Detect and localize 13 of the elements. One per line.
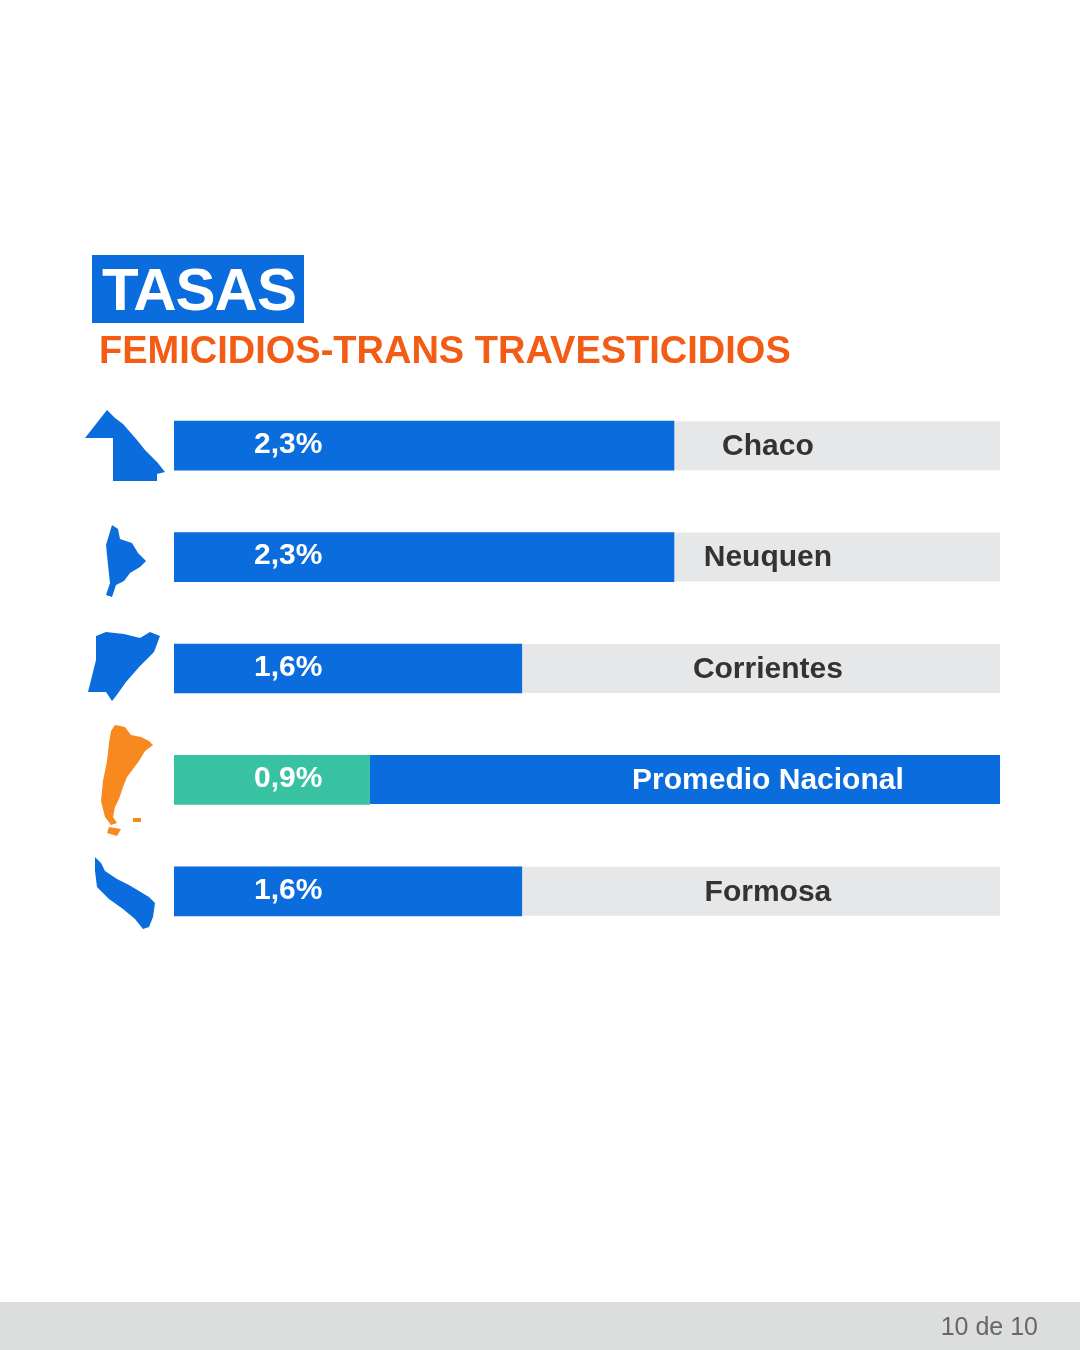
chart-title: TASAS	[92, 255, 304, 323]
text: 10 de 10	[940, 1311, 1038, 1342]
data-label: 1,6%	[254, 871, 323, 905]
y-tick-label: Formosa	[704, 873, 832, 907]
y-tick-label: Promedio Nacional	[632, 762, 904, 796]
data-label: 2,3%	[254, 537, 323, 571]
y-tick-label: Neuquen	[703, 539, 833, 573]
y-tick-label: Chaco	[722, 427, 814, 461]
data-label: 2,3%	[254, 425, 323, 459]
chart-subtitle: FEMICIDIOS-TRANS TRAVESTICIDIOS	[99, 329, 791, 371]
data-label: 1,6%	[254, 648, 323, 682]
data-label: 0,9%	[254, 760, 323, 794]
y-tick-label: Corrientes	[692, 650, 843, 684]
